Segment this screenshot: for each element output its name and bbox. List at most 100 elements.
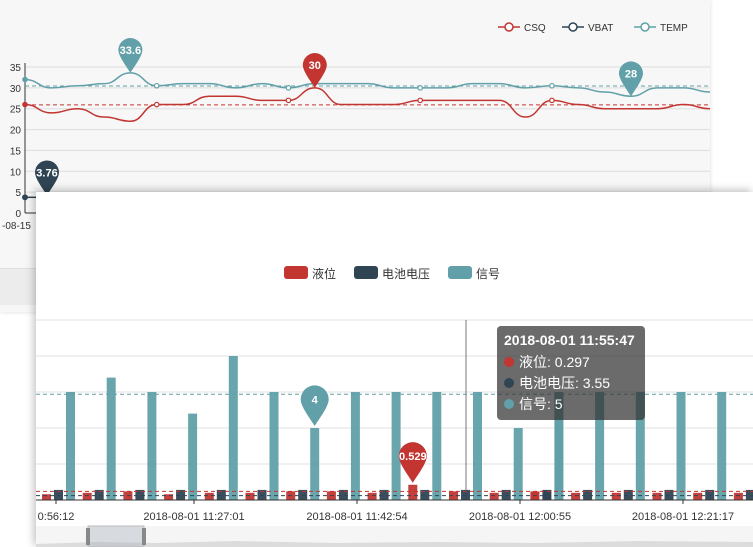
bar-液位: [571, 492, 581, 500]
bar-液位: [164, 494, 174, 500]
tooltip-dot-icon: [504, 398, 514, 409]
legend-label: 信号: [476, 267, 500, 281]
front-legend-item[interactable]: 液位: [284, 266, 336, 281]
legend-label: VBAT: [588, 23, 613, 34]
tooltip-row-signal: 信号: 5: [504, 393, 638, 414]
bar-电池电压: [705, 489, 715, 500]
front-max-level-marker-shape: [398, 442, 427, 483]
back-y-tick: 35: [10, 63, 22, 74]
back-legend-item-vbat[interactable]: VBAT: [562, 22, 613, 34]
tooltip-level-text: 液位: 0.297: [519, 353, 590, 370]
bar-信号: [66, 392, 75, 500]
bar-液位: [408, 484, 418, 500]
front-min-signal-marker-label: 4: [312, 394, 319, 406]
back-point: [285, 85, 292, 91]
back-max-temp-marker-shape: [118, 38, 143, 73]
bar-电池电压: [501, 489, 511, 500]
back-y-tick: 20: [10, 126, 22, 137]
bar-液位: [367, 492, 377, 500]
back-max-temp-marker-label: 33.6: [120, 45, 141, 57]
bar-信号: [554, 392, 564, 500]
back-series-lines: [22, 72, 710, 201]
bar-电池电压: [542, 489, 552, 500]
back-y-tick: 0: [15, 209, 21, 220]
bar-电池电压: [745, 489, 753, 500]
bar-液位: [693, 492, 703, 500]
front-legend[interactable]: 液位 电池电压 信号: [284, 266, 500, 281]
bar-液位: [245, 492, 255, 500]
back-min-temp-marker: 28: [618, 61, 643, 97]
front-max-level-marker-label: 0.529: [399, 451, 427, 463]
front-series-bars: [42, 356, 753, 500]
back-legend-item-csq[interactable]: CSQ: [498, 22, 546, 34]
bar-液位: [652, 492, 662, 500]
bar-信号: [228, 356, 238, 500]
back-max-csq-marker: 30: [302, 53, 327, 88]
front-zoom-slider[interactable]: [36, 525, 753, 547]
back-legend-item-temp[interactable]: TEMP: [634, 22, 688, 34]
back-x-tick: -08-15: [2, 221, 31, 232]
front-x-tick-label: 2018-08-01 12:21:17: [632, 511, 734, 523]
back-point: [549, 97, 555, 104]
bar-电池电压: [94, 489, 104, 500]
back-vbat-marker: 3.76: [35, 160, 59, 196]
bar-信号: [391, 392, 401, 500]
back-zoom-strip[interactable]: [0, 268, 36, 305]
back-point: [285, 97, 292, 104]
front-min-signal-marker-shape: [300, 385, 329, 426]
back-point: [153, 101, 160, 108]
back-y-axis: 35 30 25 20 15 10 5 0: [10, 63, 22, 220]
slider-preview: [36, 541, 753, 547]
bar-液位: [204, 492, 214, 500]
bar-液位: [733, 492, 743, 500]
front-chart-panel: 液位 电池电压 信号 4 0.529 0:56:12 2018-08-01 11:27:…: [36, 192, 753, 547]
chart-tooltip: 2018-08-01 11:55:47 液位: 0.297 电池电压: 3.55…: [497, 326, 645, 420]
front-legend-item[interactable]: 信号: [448, 266, 500, 281]
bar-电池电压: [176, 489, 186, 500]
bar-电池电压: [257, 489, 267, 500]
back-y-tick: 10: [10, 167, 22, 178]
back-y-tick: 25: [10, 105, 22, 116]
back-vbat-marker-label: 3.76: [36, 168, 57, 180]
tooltip-dot-icon: [504, 377, 514, 388]
back-legend[interactable]: CSQ VBAT TEMP: [498, 22, 688, 34]
legend-swatch-icon: [354, 266, 378, 279]
bar-液位: [489, 492, 499, 500]
back-min-temp-marker-shape: [618, 61, 643, 97]
tooltip-battery-text: 电池电压: 3.55: [519, 374, 611, 391]
front-x-tick-label: 2018-08-01 11:27:01: [143, 511, 244, 523]
back-point-start-csq: [22, 102, 28, 108]
front-x-tick-label: 2018-08-01 12:00:55: [469, 511, 571, 523]
tooltip-row-level: 液位: 0.297: [504, 351, 638, 372]
legend-label: 液位: [312, 266, 336, 281]
legend-circle-icon: [504, 22, 514, 32]
back-point: [417, 97, 423, 104]
front-min-signal-marker: 4: [300, 385, 329, 426]
legend-label: TEMP: [660, 23, 688, 34]
bar-电池电压: [420, 489, 430, 500]
back-vbat-marker-shape: [35, 160, 59, 196]
back-point: [417, 85, 423, 91]
bar-信号: [350, 392, 360, 500]
bar-信号: [269, 392, 279, 500]
tooltip-signal-text: 信号: 5: [519, 395, 563, 412]
legend-label: 电池电压: [382, 267, 430, 281]
bar-电池电压: [298, 489, 308, 500]
front-legend-item[interactable]: 电池电压: [354, 266, 430, 281]
bar-信号: [147, 392, 157, 500]
legend-label: CSQ: [524, 23, 546, 34]
legend-circle-icon: [568, 22, 578, 32]
back-y-tick: 5: [15, 188, 21, 199]
slider-handle-right: [142, 528, 146, 545]
bar-电池电压: [216, 489, 226, 500]
bar-液位: [82, 492, 92, 500]
bar-信号: [635, 392, 645, 500]
bar-电池电压: [664, 489, 674, 500]
front-bar-chart: 液位 电池电压 信号 4 0.529 0:56:12 2018-08-01 11:27:…: [36, 266, 753, 547]
slider-handle-left: [86, 528, 90, 545]
legend-swatch-icon: [284, 266, 308, 279]
back-y-tick: 30: [10, 84, 22, 95]
bar-信号: [310, 428, 320, 500]
front-x-axis: 0:56:12 2018-08-01 11:27:01 2018-08-01 11:…: [36, 499, 753, 523]
tooltip-row-battery: 电池电压: 3.55: [504, 372, 638, 393]
